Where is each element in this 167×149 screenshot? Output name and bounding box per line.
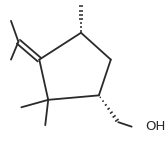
Text: OH: OH xyxy=(145,120,165,133)
